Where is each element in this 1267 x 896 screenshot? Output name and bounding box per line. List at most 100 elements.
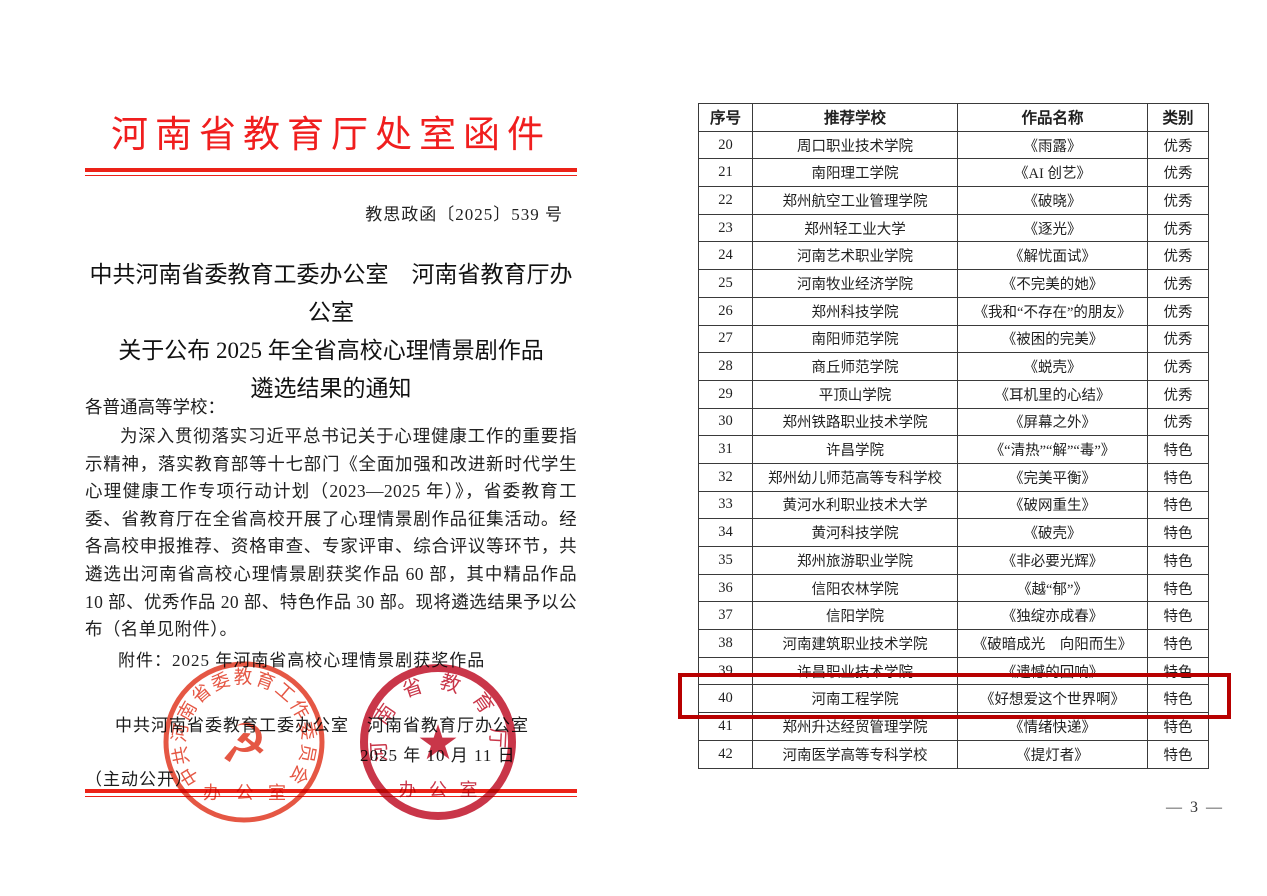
notice-title: 中共河南省委教育工委办公室 河南省教育厅办公室 关于公布 2025 年全省高校心… (85, 256, 577, 408)
table-row: 40 河南工程学院 《好想爱这个世界啊》 特色 (698, 684, 1209, 714)
category-cell: 特色 (1147, 684, 1209, 714)
category-cell: 优秀 (1147, 158, 1209, 188)
work-title-cell: 《非必要光辉》 (957, 546, 1148, 575)
category-cell: 特色 (1147, 629, 1209, 658)
letterhead-rule-thick (85, 168, 577, 172)
school-cell: 黄河水利职业技术大学 (752, 490, 958, 520)
row-number-cell: 22 (698, 186, 753, 215)
school-cell: 河南艺术职业学院 (752, 241, 958, 271)
table-row: 27 南阳师范学院 《被困的完美》 优秀 (698, 324, 1209, 354)
school-cell: 郑州轻工业大学 (752, 213, 958, 243)
footer-rule-thin (85, 796, 577, 797)
category-cell: 优秀 (1147, 186, 1209, 215)
work-title-cell: 《解忧面试》 (957, 241, 1148, 271)
school-cell: 郑州旅游职业学院 (752, 546, 958, 575)
table-row: 20 周口职业技术学院 《雨露》 优秀 (698, 130, 1209, 160)
notice-body-paragraph: 为深入贯彻落实习近平总书记关于心理健康工作的重要指示精神，落实教育部等十七部门《… (85, 426, 577, 640)
row-number-cell: 36 (698, 573, 753, 603)
table-row: 26 郑州科技学院 《我和“不存在”的朋友》 优秀 (698, 296, 1209, 326)
salutation: 各普通高等学校： (85, 397, 225, 417)
school-cell: 许昌学院 (752, 435, 958, 464)
attachment-line: 附件：2025 年河南省高校心理情景剧获奖作品 (118, 651, 486, 670)
work-title-cell: 《雨露》 (957, 130, 1148, 160)
category-cell: 特色 (1147, 490, 1209, 520)
school-cell: 黄河科技学院 (752, 518, 958, 547)
column-header-3: 类别 (1147, 103, 1209, 132)
letter-body: 河南省教育厅处室函件 教思政函〔2025〕539 号 中共河南省委教育工委办公室… (85, 0, 577, 896)
category-cell: 优秀 (1147, 407, 1209, 437)
disclosure-note: （主动公开） (85, 770, 193, 789)
row-number-cell: 32 (698, 462, 753, 492)
row-number-cell: 25 (698, 269, 753, 298)
column-header-2: 作品名称 (957, 103, 1148, 132)
work-title-cell: 《破晓》 (957, 186, 1148, 215)
page-number: — 3 — (1166, 799, 1224, 816)
work-title-cell: 《AI 创艺》 (957, 158, 1148, 188)
row-number-cell: 24 (698, 241, 753, 271)
work-title-cell: 《越“郁”》 (957, 573, 1148, 603)
school-cell: 信阳农林学院 (752, 573, 958, 603)
category-cell: 特色 (1147, 573, 1209, 603)
school-cell: 郑州铁路职业技术学院 (752, 407, 958, 437)
row-number-cell: 30 (698, 407, 753, 437)
row-number-cell: 20 (698, 130, 753, 160)
notice-title-line2: 关于公布 2025 年全省高校心理情景剧作品 (118, 338, 544, 363)
table-row: 24 河南艺术职业学院 《解忧面试》 优秀 (698, 241, 1209, 271)
footer-rule-thick (85, 789, 577, 793)
school-cell: 南阳理工学院 (752, 158, 958, 188)
school-cell: 河南建筑职业技术学院 (752, 629, 958, 658)
work-title-cell: 《被困的完美》 (957, 324, 1148, 354)
category-cell: 优秀 (1147, 379, 1209, 409)
school-cell: 郑州幼儿师范高等专科学校 (752, 462, 958, 492)
school-cell: 平顶山学院 (752, 379, 958, 409)
category-cell: 特色 (1147, 462, 1209, 492)
work-title-cell: 《破壳》 (957, 518, 1148, 547)
work-title-cell: 《好想爱这个世界啊》 (957, 684, 1148, 714)
work-title-cell: 《我和“不存在”的朋友》 (957, 296, 1148, 326)
school-cell: 信阳学院 (752, 601, 958, 631)
row-number-cell: 37 (698, 601, 753, 631)
row-number-cell: 42 (698, 739, 753, 769)
table-row: 31 许昌学院 《“清热”“解”“毒”》 特色 (698, 435, 1209, 464)
row-number-cell: 27 (698, 324, 753, 354)
category-cell: 优秀 (1147, 213, 1209, 243)
work-title-cell: 《独绽亦成春》 (957, 601, 1148, 631)
row-number-cell: 34 (698, 518, 753, 547)
row-number-cell: 33 (698, 490, 753, 520)
notice-title-line1: 中共河南省委教育工委办公室 河南省教育厅办公室 (89, 262, 573, 325)
work-title-cell: 《不完美的她》 (957, 269, 1148, 298)
document-number: 教思政函〔2025〕539 号 (365, 205, 563, 224)
table-row: 29 平顶山学院 《耳机里的心结》 优秀 (698, 379, 1209, 409)
row-number-cell: 38 (698, 629, 753, 658)
work-title-cell: 《耳机里的心结》 (957, 379, 1148, 409)
row-number-cell: 28 (698, 352, 753, 381)
category-cell: 优秀 (1147, 352, 1209, 381)
letterhead-rule-thin (85, 175, 577, 176)
school-cell: 周口职业技术学院 (752, 130, 958, 160)
category-cell: 特色 (1147, 546, 1209, 575)
work-title-cell: 《“清热”“解”“毒”》 (957, 435, 1148, 464)
table-row: 23 郑州轻工业大学 《逐光》 优秀 (698, 213, 1209, 243)
row-number-cell: 23 (698, 213, 753, 243)
signature-date: 2025 年 10 月 11 日 (360, 746, 516, 765)
school-cell: 郑州科技学院 (752, 296, 958, 326)
notice-title-line3: 遴选结果的通知 (250, 376, 412, 401)
school-cell: 河南牧业经济学院 (752, 269, 958, 298)
school-cell: 商丘师范学院 (752, 352, 958, 381)
table-row: 38 河南建筑职业技术学院 《破暗成光 向阳而生》 特色 (698, 629, 1209, 658)
table-row: 33 黄河水利职业技术大学 《破网重生》 特色 (698, 490, 1209, 520)
table-row: 34 黄河科技学院 《破壳》 特色 (698, 518, 1209, 547)
table-row: 35 郑州旅游职业学院 《非必要光辉》 特色 (698, 546, 1209, 575)
work-title-cell: 《蜕壳》 (957, 352, 1148, 381)
school-cell: 河南工程学院 (752, 684, 958, 714)
letterhead-title: 河南省教育厅处室函件 (111, 115, 551, 156)
table-row: 42 河南医学高等专科学校 《提灯者》 特色 (698, 739, 1209, 769)
highlight-box-row-40 (678, 673, 1231, 719)
table-row: 28 商丘师范学院 《蜕壳》 优秀 (698, 352, 1209, 381)
category-cell: 优秀 (1147, 130, 1209, 160)
category-cell: 优秀 (1147, 241, 1209, 271)
work-title-cell: 《逐光》 (957, 213, 1148, 243)
row-number-cell: 26 (698, 296, 753, 326)
category-cell: 特色 (1147, 601, 1209, 631)
